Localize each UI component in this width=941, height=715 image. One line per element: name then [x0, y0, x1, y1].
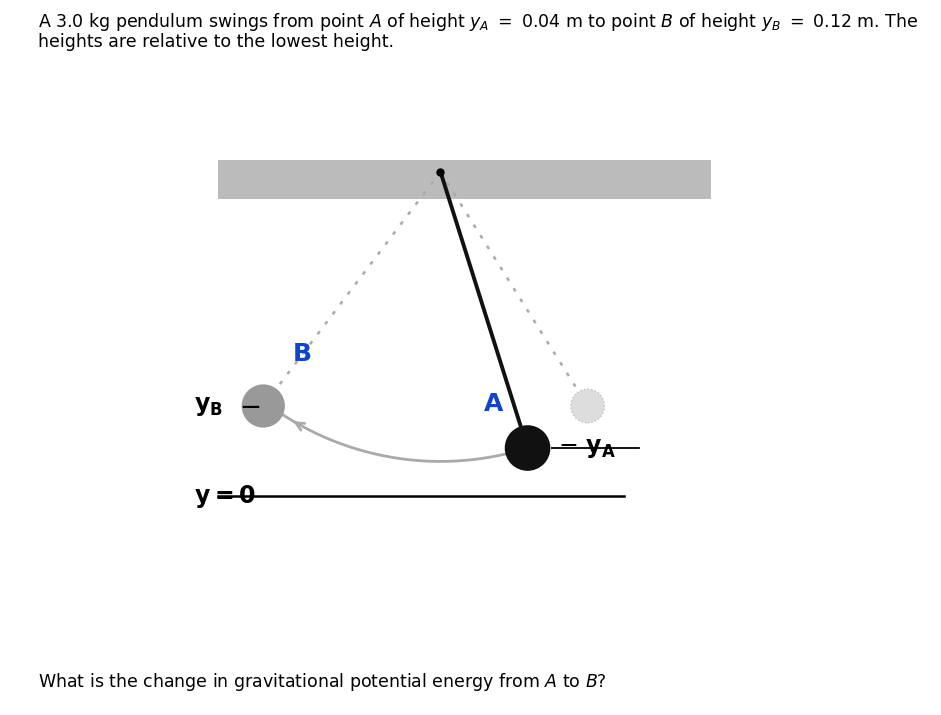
Circle shape — [504, 425, 550, 471]
Text: $-\ \mathbf{y_A}$: $-\ \mathbf{y_A}$ — [558, 436, 615, 460]
Text: $-$: $-$ — [239, 393, 261, 419]
Text: $\mathbf{B}$: $\mathbf{B}$ — [292, 342, 311, 366]
Text: $\mathbf{A}$: $\mathbf{A}$ — [483, 392, 503, 416]
Circle shape — [571, 389, 604, 423]
Bar — [218, 159, 710, 199]
Text: $\mathbf{y_B}$: $\mathbf{y_B}$ — [194, 394, 223, 418]
Text: A 3.0 kg pendulum swings from point $\mathit{A}$ of height $\mathit{y}_A$ $=$ 0.: A 3.0 kg pendulum swings from point $\ma… — [38, 11, 918, 33]
Circle shape — [242, 385, 285, 428]
Text: $\mathbf{y=0}$: $\mathbf{y=0}$ — [194, 483, 256, 510]
Text: heights are relative to the lowest height.: heights are relative to the lowest heigh… — [38, 33, 393, 51]
Text: What is the change in gravitational potential energy from $\mathit{A}$ to $\math: What is the change in gravitational pote… — [38, 671, 606, 693]
